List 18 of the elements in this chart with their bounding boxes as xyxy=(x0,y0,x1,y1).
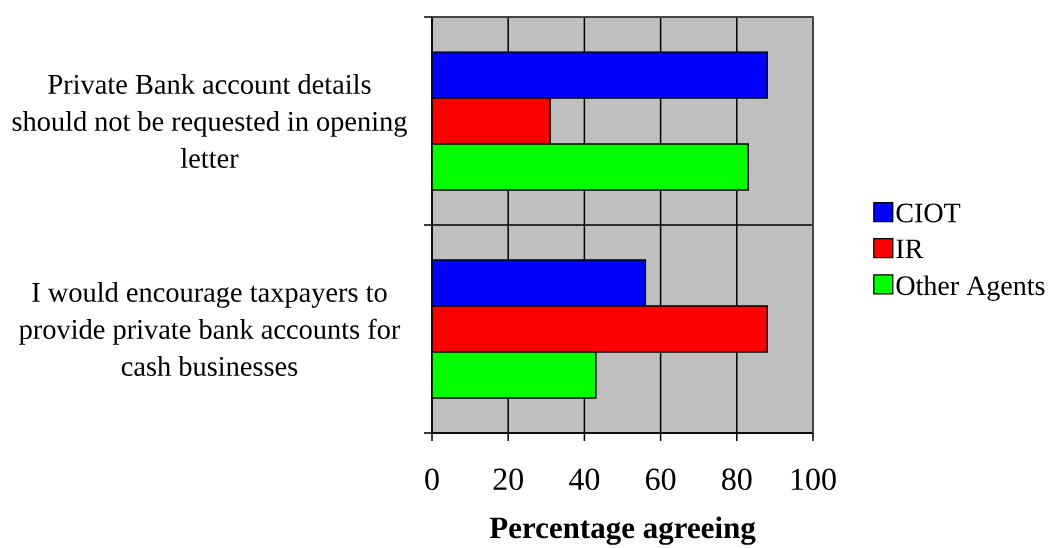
bar xyxy=(432,259,647,307)
x-tick-label: 80 xyxy=(722,468,752,491)
x-tick-label: 20 xyxy=(493,468,523,491)
y-tick-label: I would encourage taxpayers to provide private bank accounts for cash businesses xyxy=(19,281,401,376)
x-tick-label: 100 xyxy=(791,468,836,491)
legend-label: CIOT xyxy=(896,203,961,223)
bar xyxy=(432,97,551,145)
legend-label: Other Agents xyxy=(896,275,1045,301)
bar xyxy=(432,351,597,399)
x-tick-label: 60 xyxy=(645,468,676,491)
x-tick-label: 40 xyxy=(569,468,600,491)
bar xyxy=(432,305,769,353)
bar xyxy=(432,51,769,99)
bar xyxy=(432,143,749,191)
x-axis-title: Percentage agreeing xyxy=(489,516,756,545)
x-tick-label: 0 xyxy=(425,468,439,491)
y-tick-label: Private Bank account details should not be requested in opening letter xyxy=(12,73,407,168)
legend-label: IR xyxy=(896,239,924,258)
